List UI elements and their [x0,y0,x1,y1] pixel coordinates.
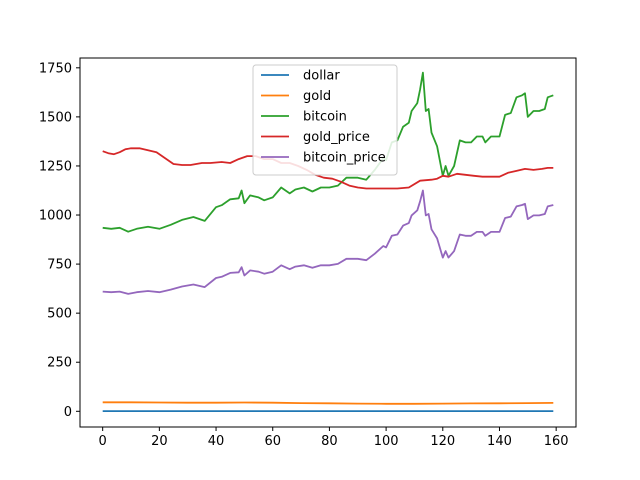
series-line-gold-price [102,147,554,190]
x-tick-label: 140 [487,434,512,449]
legend-label-bitcoin-price: bitcoin_price [303,151,386,166]
x-axis: 0 20 40 60 80 100 120 140 160 [99,427,569,449]
x-tick-label: 0 [99,434,107,449]
x-tick-label: 160 [544,434,569,449]
x-tick-label: 20 [151,434,168,449]
legend-box [252,64,398,176]
legend-label-gold-price: gold_price [303,130,370,145]
y-tick-label: 1250 [39,159,72,174]
y-axis: 0 250 500 750 1000 1250 1500 1750 [39,61,80,420]
legend-label-gold: gold [303,89,331,104]
x-tick-label: 100 [374,434,399,449]
legend-label-dollar: dollar [303,69,340,84]
x-tick-label: 60 [264,434,281,449]
x-tick-label: 80 [321,434,338,449]
y-tick-label: 750 [47,258,72,273]
y-tick-label: 1000 [39,209,72,224]
y-tick-label: 250 [47,356,72,371]
series-line-gold [102,401,554,405]
series-line-bitcoin-price [102,189,554,295]
y-tick-label: 0 [64,405,72,420]
y-tick-label: 500 [47,307,72,322]
x-tick-label: 120 [430,434,455,449]
y-tick-label: 1750 [39,61,72,76]
y-tick-label: 1500 [39,110,72,125]
legend: dollar gold bitcoin gold_price bitcoin_price [252,64,398,176]
x-tick-label: 40 [208,434,225,449]
plot-frame [79,57,577,428]
legend-label-bitcoin: bitcoin [303,110,347,125]
